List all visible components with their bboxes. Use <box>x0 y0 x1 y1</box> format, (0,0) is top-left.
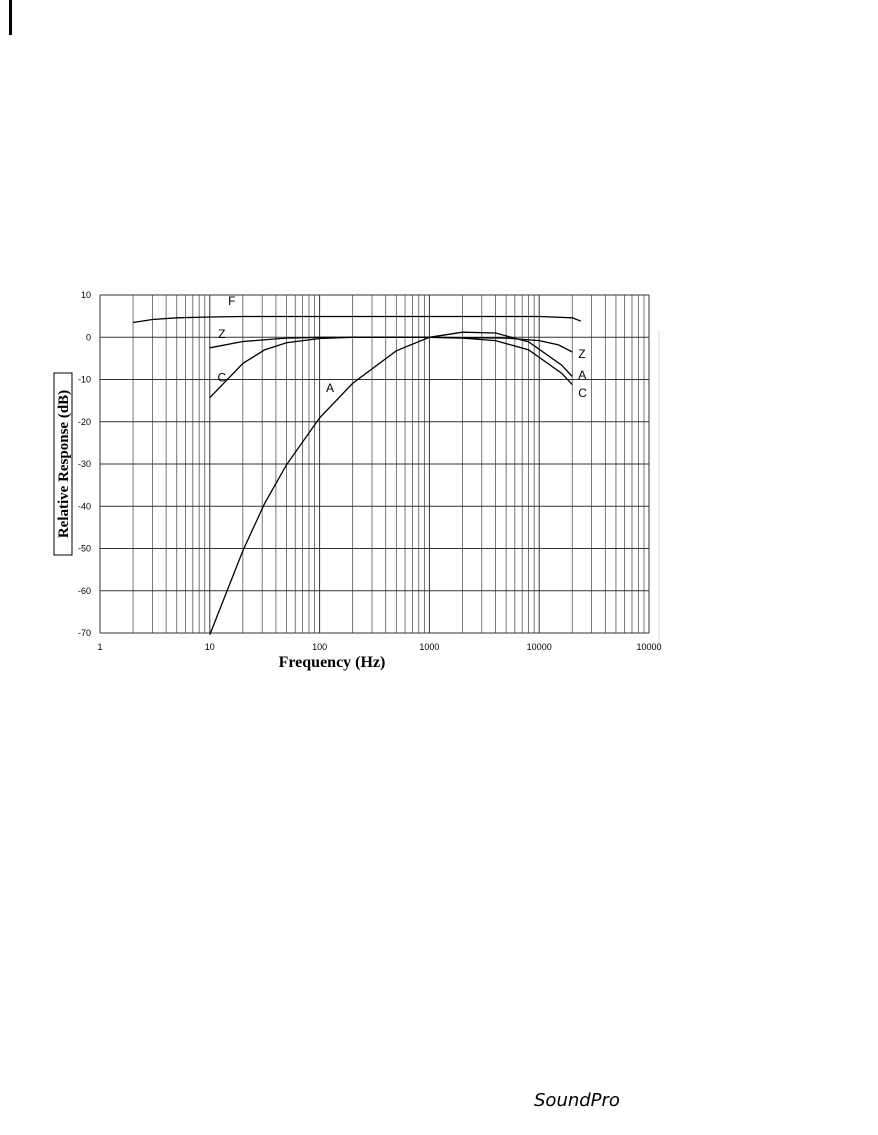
series-line <box>209 336 573 399</box>
x-tick-label: 100 <box>312 642 327 652</box>
y-tick-label: -60 <box>78 586 91 596</box>
series-label: C <box>217 371 226 385</box>
x-tick-label: 10000 <box>527 642 552 652</box>
series-label: A <box>578 368 586 382</box>
series-label: C <box>578 386 587 400</box>
series-line <box>209 331 573 635</box>
y-tick-label: 10 <box>81 290 91 300</box>
plot: 1 10 100 1000 10000 10000100-10-20-30-40-50-6… <box>78 290 662 652</box>
series-label: A <box>326 381 334 395</box>
y-tick-label: 0 <box>86 332 91 342</box>
x-tick-label: 10000 <box>636 642 661 652</box>
y-tick-label: -30 <box>78 459 91 469</box>
y-tick-label: -40 <box>78 501 91 511</box>
y-tick-label: -10 <box>78 375 91 385</box>
y-axis-title-group: Relative Response (dB) <box>53 372 73 556</box>
y-tick-label: -50 <box>78 544 91 554</box>
y-tick-label: -70 <box>78 628 91 638</box>
page-marker <box>9 0 12 35</box>
x-tick-label: 10 <box>205 642 215 652</box>
y-axis-title: Relative Response (dB) <box>56 390 72 538</box>
brand-logo: SoundPro <box>534 1090 620 1111</box>
series-line <box>133 315 582 324</box>
series-label: Z <box>218 327 225 341</box>
series-label: Z <box>578 347 585 361</box>
y-axis-title-box <box>53 372 73 556</box>
x-tick-label: 1000 <box>419 642 439 652</box>
x-axis-title: Frequency (Hz) <box>279 654 386 671</box>
y-tick-label: -20 <box>78 417 91 427</box>
series-label: F <box>228 294 235 308</box>
x-tick-label: 1 <box>97 642 102 652</box>
